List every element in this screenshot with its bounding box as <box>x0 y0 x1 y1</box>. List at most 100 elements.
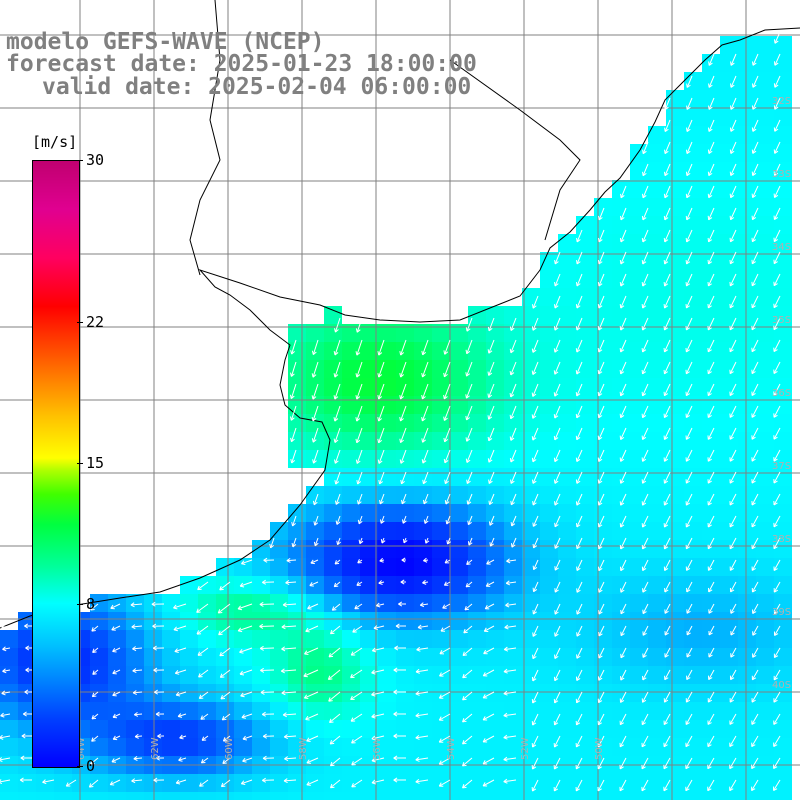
wind-arrow-head <box>466 459 467 463</box>
speed-cell <box>540 594 558 612</box>
speed-cell <box>432 522 450 540</box>
wind-arrow-head <box>599 216 600 220</box>
speed-cell <box>594 504 612 522</box>
speed-cell <box>612 612 630 630</box>
speed-cell <box>738 504 756 522</box>
speed-cell <box>576 720 594 738</box>
speed-cell <box>162 792 180 800</box>
speed-cell <box>180 738 198 756</box>
wind-arrow-head <box>93 674 97 675</box>
wind-arrow-head <box>463 655 467 656</box>
speed-cell <box>612 252 630 270</box>
speed-cell <box>720 504 738 522</box>
speed-cell <box>252 738 270 756</box>
wind-arrow-head <box>446 520 447 524</box>
speed-cell <box>396 648 414 666</box>
speed-cell <box>486 504 504 522</box>
speed-cell <box>108 648 126 666</box>
speed-cell <box>288 648 306 666</box>
wind-arrow-head <box>511 501 512 505</box>
speed-cell <box>756 54 774 72</box>
speed-cell <box>576 702 594 720</box>
speed-cell <box>666 414 684 432</box>
speed-cell <box>720 666 738 684</box>
speed-cell <box>486 630 504 648</box>
speed-cell <box>342 594 360 612</box>
speed-cell <box>288 450 306 468</box>
speed-cell <box>90 648 108 666</box>
latitude-label: 36S <box>772 388 791 399</box>
speed-cell <box>612 288 630 306</box>
speed-cell <box>252 594 270 612</box>
speed-cell <box>414 540 432 558</box>
wind-arrow-head <box>308 609 312 610</box>
wind-arrow-head <box>403 539 404 543</box>
speed-cell <box>18 774 36 792</box>
speed-cell <box>756 576 774 594</box>
speed-cell <box>558 612 576 630</box>
speed-cell <box>396 720 414 738</box>
speed-cell <box>144 612 162 630</box>
speed-cell <box>738 54 756 72</box>
wind-arrow-head <box>466 350 467 354</box>
speed-cell <box>396 702 414 720</box>
speed-cell <box>414 576 432 594</box>
speed-cell <box>324 738 342 756</box>
wind-arrow-head <box>576 370 577 374</box>
speed-cell <box>648 630 666 648</box>
speed-cell <box>558 306 576 324</box>
speed-cell <box>0 792 18 800</box>
speed-cell <box>0 774 18 792</box>
speed-cell <box>702 648 720 666</box>
speed-cell <box>324 576 342 594</box>
wind-arrow-head <box>466 372 467 376</box>
speed-cell <box>468 468 486 486</box>
speed-cell <box>342 540 360 558</box>
longitude-label: 52W <box>520 737 531 760</box>
speed-cell <box>360 594 378 612</box>
speed-cell <box>612 558 630 576</box>
speed-cell <box>360 468 378 486</box>
speed-cell <box>360 792 378 800</box>
wind-arrow-head <box>466 327 467 331</box>
speed-cell <box>612 486 630 504</box>
speed-cell <box>126 720 144 738</box>
speed-cell <box>540 378 558 396</box>
wind-arrow-head <box>444 438 445 442</box>
speed-cell <box>450 504 468 522</box>
speed-cell <box>720 792 738 800</box>
speed-cell <box>720 180 738 198</box>
wind-arrow-head <box>686 172 687 176</box>
speed-cell <box>468 720 486 738</box>
wind-arrow-head <box>598 282 599 286</box>
speed-cell <box>450 720 468 738</box>
speed-cell <box>648 270 666 288</box>
wind-arrow-head <box>304 654 308 655</box>
speed-cell <box>504 378 522 396</box>
speed-cell <box>180 702 198 720</box>
speed-cell <box>666 630 684 648</box>
speed-cell <box>342 558 360 576</box>
speed-cell <box>702 108 720 126</box>
speed-cell <box>702 378 720 396</box>
speed-cell <box>648 378 666 396</box>
speed-cell <box>684 306 702 324</box>
speed-cell <box>198 702 216 720</box>
speed-cell <box>252 648 270 666</box>
speed-cell <box>648 720 666 738</box>
wind-arrow-head <box>532 371 533 375</box>
wind-arrow-head <box>488 372 489 376</box>
wind-arrow-head <box>554 392 555 396</box>
speed-cell <box>774 342 792 360</box>
speed-cell <box>540 288 558 306</box>
speed-cell <box>666 666 684 684</box>
speed-cell <box>162 630 180 648</box>
speed-cell <box>630 648 648 666</box>
speed-cell <box>702 342 720 360</box>
speed-cell <box>702 198 720 216</box>
speed-cell <box>234 720 252 738</box>
wind-arrow-head <box>444 395 445 399</box>
speed-cell <box>324 774 342 792</box>
speed-cell <box>558 630 576 648</box>
speed-cell <box>702 450 720 468</box>
